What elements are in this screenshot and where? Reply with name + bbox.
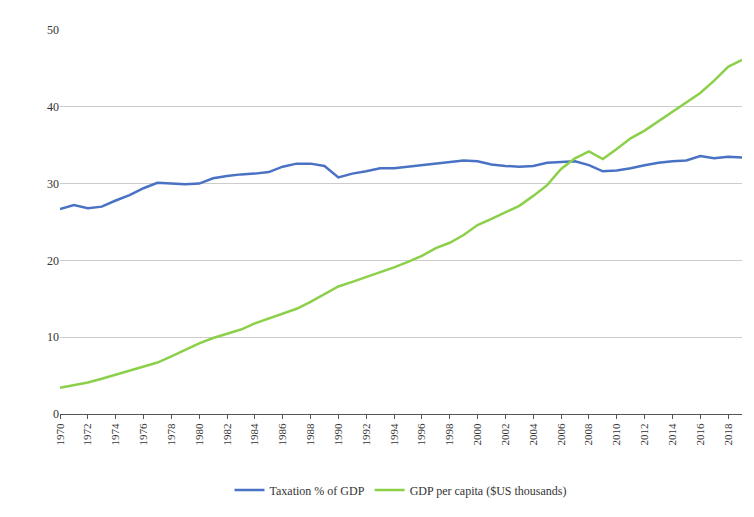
svg-text:20: 20: [47, 254, 59, 268]
svg-text:2016: 2016: [694, 423, 706, 446]
svg-text:50: 50: [47, 23, 59, 37]
svg-text:2002: 2002: [499, 423, 511, 445]
svg-text:2012: 2012: [638, 423, 650, 445]
svg-text:1982: 1982: [221, 423, 233, 445]
svg-text:2010: 2010: [610, 423, 622, 446]
svg-text:2018: 2018: [722, 423, 734, 446]
svg-text:1996: 1996: [415, 423, 427, 446]
svg-text:10: 10: [47, 330, 59, 344]
svg-text:2014: 2014: [666, 423, 678, 446]
svg-text:1988: 1988: [304, 423, 316, 446]
svg-text:1980: 1980: [193, 423, 205, 446]
svg-text:1974: 1974: [109, 423, 121, 446]
svg-text:1990: 1990: [332, 423, 344, 446]
svg-text:1970: 1970: [54, 423, 66, 446]
svg-text:GDP per capita ($US thousands): GDP per capita ($US thousands): [410, 484, 567, 498]
svg-text:1998: 1998: [443, 423, 455, 446]
svg-text:1976: 1976: [137, 423, 149, 446]
svg-text:Taxation % of GDP: Taxation % of GDP: [270, 484, 365, 498]
svg-text:2006: 2006: [555, 423, 567, 446]
svg-text:1992: 1992: [360, 423, 372, 445]
svg-text:2008: 2008: [582, 423, 594, 446]
svg-text:2000: 2000: [471, 423, 483, 446]
svg-text:1986: 1986: [276, 423, 288, 446]
svg-text:1994: 1994: [388, 423, 400, 446]
svg-text:30: 30: [47, 177, 59, 191]
svg-text:1978: 1978: [165, 423, 177, 446]
svg-text:1972: 1972: [81, 423, 93, 445]
svg-text:40: 40: [47, 100, 59, 114]
svg-text:0: 0: [53, 407, 59, 421]
svg-text:2004: 2004: [527, 423, 539, 446]
svg-text:1984: 1984: [248, 423, 260, 446]
